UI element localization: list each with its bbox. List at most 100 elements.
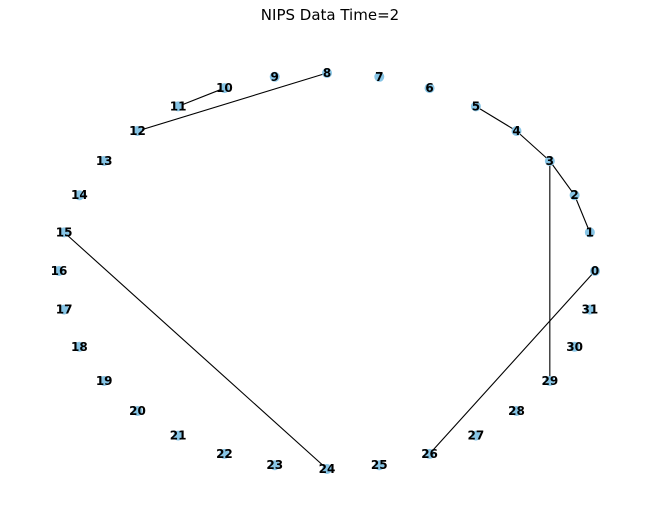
graph-title: NIPS Data Time=2 [260,6,400,24]
node-17: 17 [56,303,73,317]
node-13: 13 [96,154,113,168]
node-6: 6 [424,81,435,95]
node-dot-31 [584,304,595,315]
node-7: 7 [374,70,385,84]
node-dot-23 [269,460,280,471]
node-label-15: 15 [56,225,73,239]
node-23: 23 [266,458,283,472]
node-label-7: 7 [375,70,383,84]
node-label-9: 9 [271,70,279,84]
node-dot-15 [59,227,70,238]
node-20: 20 [129,404,146,418]
node-label-29: 29 [541,374,558,388]
node-27: 27 [468,429,485,443]
edge-3-4 [516,130,551,162]
node-dot-6 [424,83,435,94]
node-dot-28 [511,406,522,417]
node-label-25: 25 [371,458,388,472]
edge-15-24 [63,231,328,470]
node-24: 24 [319,462,336,476]
node-label-2: 2 [570,188,578,202]
node-5: 5 [470,99,481,113]
node-label-18: 18 [71,340,88,354]
edge-10-11 [177,87,225,107]
node-label-6: 6 [425,81,433,95]
node-dot-17 [59,304,70,315]
node-dot-29 [544,376,555,387]
node-dot-10 [219,83,230,94]
node-label-8: 8 [323,66,331,80]
node-label-21: 21 [170,429,187,443]
node-12: 12 [129,124,146,138]
node-dot-3 [544,155,555,166]
node-dot-18 [74,341,85,352]
node-dot-1 [584,227,595,238]
node-label-31: 31 [581,303,598,317]
node-dot-9 [269,71,280,82]
edges-layer [63,72,596,470]
node-label-19: 19 [96,374,113,388]
node-label-0: 0 [591,264,599,278]
node-28: 28 [508,404,525,418]
node-dot-0 [590,266,600,276]
node-dot-16 [54,266,64,276]
node-label-4: 4 [512,124,520,138]
node-14: 14 [71,188,88,202]
edge-4-5 [475,105,517,132]
node-dot-5 [470,101,481,112]
node-dot-20 [132,406,143,417]
node-9: 9 [269,70,280,84]
node-25: 25 [371,458,388,472]
node-2: 2 [569,188,580,202]
node-label-1: 1 [586,225,594,239]
node-label-10: 10 [216,81,233,95]
node-30: 30 [566,340,583,354]
node-1: 1 [584,225,595,239]
node-26: 26 [421,447,438,461]
edge-1-2 [574,195,591,233]
node-dot-12 [132,125,143,136]
node-dot-30 [569,341,580,352]
node-0: 0 [590,264,600,278]
node-dot-11 [173,101,184,112]
edge-0-26 [429,270,596,455]
node-label-27: 27 [468,429,485,443]
node-label-22: 22 [216,447,233,461]
node-label-17: 17 [56,303,73,317]
node-dot-14 [74,190,85,201]
node-19: 19 [96,374,113,388]
node-dot-2 [569,190,580,201]
node-label-24: 24 [319,462,336,476]
node-dot-25 [374,460,385,471]
node-label-12: 12 [129,124,146,138]
node-label-23: 23 [266,458,283,472]
node-dot-22 [219,448,230,459]
node-dot-7 [374,71,385,82]
node-label-20: 20 [129,404,146,418]
node-dot-19 [99,376,110,387]
edge-8-12 [137,72,328,132]
node-dot-27 [470,430,481,441]
node-21: 21 [170,429,187,443]
node-label-5: 5 [472,99,480,113]
node-label-3: 3 [546,154,554,168]
node-3: 3 [544,154,555,168]
node-label-28: 28 [508,404,525,418]
node-29: 29 [541,374,558,388]
node-8: 8 [322,66,332,80]
node-dot-26 [424,448,435,459]
node-dot-8 [322,68,332,78]
node-label-16: 16 [51,264,68,278]
node-dot-13 [99,155,110,166]
node-15: 15 [56,225,73,239]
node-label-30: 30 [566,340,583,354]
node-label-11: 11 [170,99,187,113]
node-label-13: 13 [96,154,113,168]
node-dot-24 [322,464,332,474]
node-18: 18 [71,340,88,354]
node-31: 31 [581,303,598,317]
node-dot-21 [173,430,184,441]
